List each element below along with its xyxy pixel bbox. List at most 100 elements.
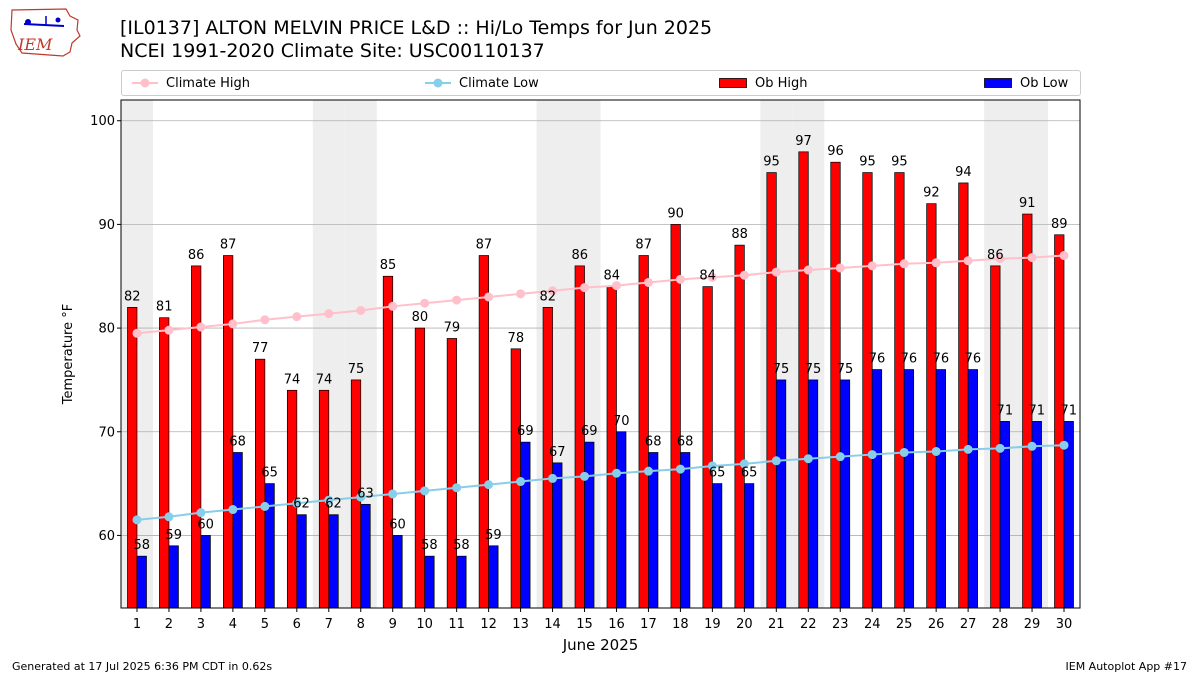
climate-high-point bbox=[452, 295, 462, 305]
x-tick-label: 26 bbox=[928, 617, 945, 632]
ob-high-bar bbox=[446, 338, 457, 609]
ob-low-bar bbox=[935, 369, 947, 609]
climate-low-point bbox=[771, 456, 781, 466]
legend-label: Climate High bbox=[166, 75, 251, 91]
ob-low-bar bbox=[200, 535, 211, 609]
ob-high-bar bbox=[734, 244, 745, 609]
ob-high-bar bbox=[606, 286, 617, 609]
ob-high-data-label: 78 bbox=[508, 331, 525, 346]
ob-high-bar bbox=[255, 358, 266, 609]
ob-low-bar bbox=[871, 369, 883, 609]
x-tick-label: 5 bbox=[261, 617, 269, 632]
climate-high-point bbox=[324, 309, 334, 319]
climate-low-point bbox=[1027, 441, 1037, 451]
ob-high-data-label: 90 bbox=[667, 206, 684, 221]
ob-high-data-label: 95 bbox=[763, 155, 780, 170]
ob-low-bar bbox=[775, 379, 787, 609]
x-tick-label: 30 bbox=[1056, 617, 1073, 632]
climate-high-point bbox=[260, 315, 270, 325]
ob-low-data-label: 59 bbox=[485, 528, 502, 543]
climate-high-point bbox=[484, 292, 494, 302]
ob-low-bar bbox=[839, 379, 851, 609]
climate-low-point bbox=[803, 454, 813, 464]
climate-low-point bbox=[292, 498, 302, 508]
ob-low-data-label: 58 bbox=[133, 538, 150, 553]
ob-high-data-label: 92 bbox=[923, 186, 940, 201]
legend-item-ob-low: Ob Low bbox=[984, 71, 1068, 95]
climate-low-point bbox=[516, 477, 526, 487]
climate-high-line bbox=[136, 254, 1065, 335]
ob-high-data-label: 96 bbox=[827, 144, 844, 159]
x-tick-label: 20 bbox=[736, 617, 753, 632]
ob-high-data-label: 86 bbox=[188, 248, 205, 263]
ob-high-data-label: 80 bbox=[412, 310, 429, 325]
generated-footer: Generated at 17 Jul 2025 6:36 PM CDT in … bbox=[12, 660, 273, 673]
x-tick-label: 8 bbox=[357, 617, 365, 632]
ob-high-bar bbox=[191, 265, 202, 609]
y-tick-label: 90 bbox=[98, 218, 115, 233]
ob-high-bar bbox=[958, 182, 969, 609]
climate-high-point bbox=[771, 267, 781, 277]
x-tick-label: 24 bbox=[864, 617, 881, 632]
ob-low-data-label: 76 bbox=[901, 352, 918, 367]
ob-high-data-label: 87 bbox=[220, 238, 237, 253]
climate-low-point bbox=[196, 508, 206, 518]
ob-high-bar bbox=[830, 161, 841, 609]
climate-low-point bbox=[931, 446, 941, 456]
ob-high-bar bbox=[159, 317, 170, 609]
ob-low-data-label: 76 bbox=[933, 352, 950, 367]
chart-subtitle: NCEI 1991-2020 Climate Site: USC00110137 bbox=[120, 40, 545, 62]
climate-high-point bbox=[739, 270, 749, 280]
ob-low-bar bbox=[168, 545, 179, 609]
x-tick-label: 6 bbox=[293, 617, 301, 632]
legend-item-climate-high: Climate High bbox=[132, 71, 250, 95]
legend-item-ob-high: Ob High bbox=[719, 71, 808, 95]
y-tick-label: 100 bbox=[90, 114, 115, 129]
ob-high-data-label: 84 bbox=[603, 269, 620, 284]
climate-high-point bbox=[835, 263, 845, 273]
climate-high-point bbox=[707, 272, 717, 282]
ob-low-bar bbox=[807, 379, 819, 609]
climate-high-point bbox=[867, 261, 877, 271]
app-footer: IEM Autoplot App #17 bbox=[1065, 660, 1188, 673]
climate-low-point bbox=[1059, 440, 1069, 450]
ob-low-bar bbox=[296, 514, 307, 609]
x-tick-label: 18 bbox=[672, 617, 689, 632]
ob-low-data-label: 67 bbox=[549, 445, 566, 460]
ob-low-data-label: 75 bbox=[805, 362, 822, 377]
climate-high-point bbox=[580, 283, 590, 293]
ob-low-bar bbox=[680, 452, 691, 609]
ob-high-data-label: 81 bbox=[156, 300, 173, 315]
climate-high-line-icon bbox=[132, 78, 158, 88]
ob-low-data-label: 68 bbox=[677, 434, 694, 449]
ob-low-bar bbox=[520, 441, 531, 609]
ob-high-data-label: 91 bbox=[1019, 196, 1036, 211]
ob-low-data-label: 60 bbox=[197, 517, 214, 532]
climate-high-point bbox=[420, 298, 430, 308]
ob-low-data-label: 75 bbox=[773, 362, 790, 377]
x-tick-label: 27 bbox=[960, 617, 977, 632]
climate-low-point bbox=[132, 515, 142, 525]
ob-high-data-label: 86 bbox=[987, 248, 1004, 263]
ob-low-data-label: 69 bbox=[581, 424, 598, 439]
climate-low-point bbox=[963, 444, 973, 454]
climate-low-point bbox=[995, 443, 1005, 453]
y-tick-label: 70 bbox=[98, 425, 115, 440]
climate-low-line bbox=[136, 444, 1065, 521]
ob-high-bar bbox=[1054, 234, 1065, 609]
ob-low-bar bbox=[360, 503, 371, 609]
climate-high-point bbox=[1059, 251, 1069, 261]
iem-logo: IEM bbox=[8, 6, 82, 62]
ob-low-data-label: 76 bbox=[869, 352, 886, 367]
ob-low-data-label: 65 bbox=[261, 466, 278, 481]
logo-text: IEM bbox=[17, 35, 53, 54]
ob-high-data-label: 74 bbox=[284, 372, 301, 387]
x-tick-label: 13 bbox=[512, 617, 529, 632]
legend-label: Climate Low bbox=[459, 75, 539, 91]
x-tick-label: 29 bbox=[1024, 617, 1041, 632]
ob-high-data-label: 82 bbox=[540, 289, 557, 304]
x-tick-label: 21 bbox=[768, 617, 785, 632]
x-tick-label: 16 bbox=[608, 617, 625, 632]
ob-low-data-label: 71 bbox=[1060, 403, 1077, 418]
climate-high-point bbox=[675, 274, 685, 284]
